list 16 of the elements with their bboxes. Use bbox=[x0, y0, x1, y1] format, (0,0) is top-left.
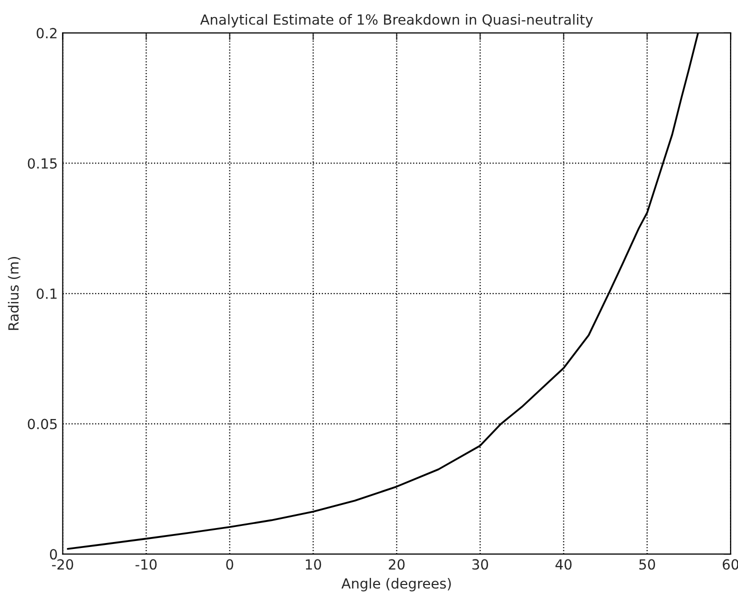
x-axis-title: Angle (degrees) bbox=[341, 578, 451, 592]
x-tick-label: 20 bbox=[388, 559, 405, 570]
y-tick-label: 0 bbox=[50, 549, 57, 560]
y-tick-label: 0.2 bbox=[36, 28, 56, 38]
chart-title: Analytical Estimate of 1% Breakdown in Quasi-neutrality bbox=[200, 14, 593, 28]
x-tick-label: 10 bbox=[306, 559, 322, 570]
x-tick-label: -20 bbox=[52, 559, 74, 570]
y-tick-label: 0.15 bbox=[28, 158, 57, 169]
y-axis-title: Radius (m) bbox=[8, 257, 20, 330]
y-tick-label: 0.05 bbox=[28, 418, 57, 430]
x-tick-label: -10 bbox=[136, 559, 157, 570]
y-tick-label: 0.1 bbox=[36, 288, 57, 299]
x-tick-label: 30 bbox=[472, 559, 488, 570]
x-tick-label: 50 bbox=[639, 559, 656, 570]
x-tick-label: 0 bbox=[226, 559, 234, 570]
x-tick-label: 40 bbox=[555, 559, 572, 570]
